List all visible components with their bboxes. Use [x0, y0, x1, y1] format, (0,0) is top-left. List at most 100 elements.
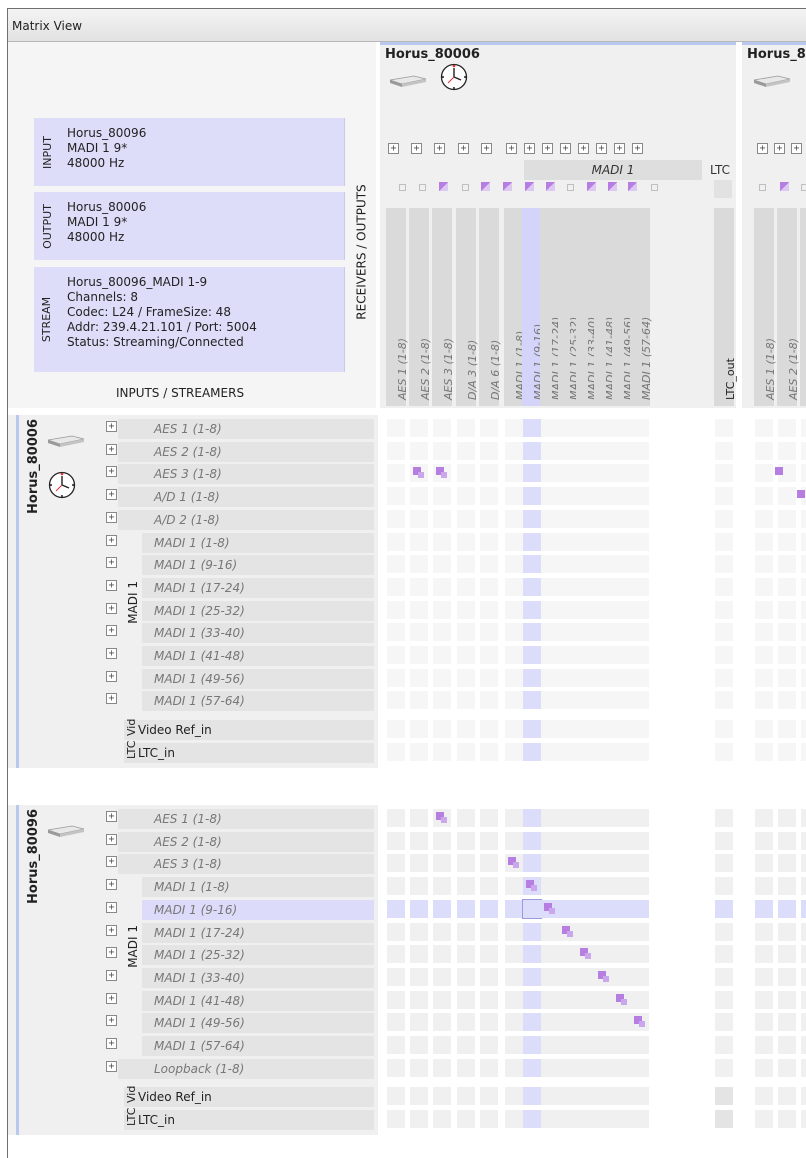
matrix-cell[interactable] [577, 509, 595, 528]
expand-row-button[interactable]: + [106, 879, 117, 891]
matrix-cell[interactable] [595, 441, 613, 460]
matrix-cell[interactable] [577, 854, 595, 873]
matrix-cell[interactable] [480, 967, 498, 986]
column-ltc-out[interactable]: LTC_out [714, 208, 737, 406]
matrix-cell[interactable] [523, 555, 541, 574]
matrix-cell[interactable] [613, 831, 631, 850]
matrix-cell[interactable] [480, 419, 498, 437]
matrix-cell[interactable] [541, 419, 559, 437]
expand-column-button[interactable]: + [774, 143, 785, 154]
matrix-cell[interactable] [387, 1087, 405, 1106]
matrix-cell[interactable] [457, 555, 475, 574]
matrix-cell[interactable] [577, 720, 595, 739]
matrix-cell[interactable] [505, 419, 523, 437]
matrix-cell[interactable] [523, 1036, 541, 1054]
matrix-cell[interactable] [505, 577, 523, 596]
route-connection[interactable] [580, 948, 588, 957]
matrix-cell[interactable] [631, 1036, 649, 1054]
matrix-cell[interactable] [457, 464, 475, 483]
matrix-cell[interactable] [715, 1013, 733, 1032]
matrix-cell[interactable] [801, 720, 806, 739]
matrix-cell[interactable] [595, 1087, 613, 1106]
matrix-cell[interactable] [523, 967, 541, 986]
row-label[interactable]: MADI 1 (25-32) [142, 945, 374, 966]
expand-row-button[interactable]: + [106, 579, 117, 591]
matrix-cell[interactable] [541, 577, 559, 596]
matrix-cell[interactable] [541, 1058, 559, 1077]
matrix-cell[interactable] [505, 877, 523, 896]
expand-column-button[interactable]: + [506, 143, 517, 154]
matrix-cell[interactable] [613, 1013, 631, 1032]
expand-row-button[interactable]: + [106, 811, 117, 822]
matrix-cell[interactable] [613, 720, 631, 739]
matrix-cell[interactable] [480, 1036, 498, 1054]
matrix-cell[interactable] [631, 419, 649, 437]
matrix-cell[interactable] [387, 945, 405, 964]
matrix-cell[interactable] [755, 1110, 773, 1129]
matrix-cell[interactable] [457, 691, 475, 710]
expand-row-button[interactable]: + [106, 947, 117, 959]
matrix-cell[interactable] [631, 922, 649, 941]
row-label[interactable]: MADI 1 (33-40) [142, 967, 374, 988]
matrix-cell[interactable] [559, 945, 577, 964]
matrix-cell[interactable] [457, 1087, 475, 1106]
matrix-cell[interactable] [457, 809, 475, 827]
expand-column-button[interactable]: + [596, 143, 607, 154]
matrix-cell[interactable] [410, 854, 428, 873]
matrix-cell[interactable] [505, 809, 523, 827]
matrix-cell[interactable] [523, 419, 541, 437]
matrix-cell[interactable] [801, 646, 806, 664]
matrix-cell[interactable] [715, 646, 733, 664]
matrix-cell[interactable] [480, 742, 498, 761]
matrix-cell[interactable] [480, 509, 498, 528]
matrix-cell[interactable] [559, 441, 577, 460]
matrix-cell[interactable] [595, 600, 613, 619]
matrix-cell[interactable] [523, 441, 541, 460]
matrix-cell[interactable] [715, 623, 733, 642]
matrix-cell[interactable] [523, 854, 541, 873]
matrix-cell[interactable] [541, 809, 559, 827]
matrix-cell[interactable] [559, 899, 577, 918]
matrix-cell[interactable] [631, 646, 649, 664]
matrix-cell[interactable] [410, 831, 428, 850]
matrix-cell[interactable] [631, 742, 649, 761]
matrix-cell[interactable] [715, 691, 733, 710]
matrix-cell[interactable] [541, 668, 559, 687]
matrix-cell[interactable] [559, 1087, 577, 1106]
matrix-cell[interactable] [778, 1087, 796, 1106]
column-channel[interactable]: AES 2 (1-8) [409, 208, 432, 406]
row-label[interactable]: MADI 1 (25-32) [142, 600, 374, 621]
matrix-cell[interactable] [559, 532, 577, 551]
matrix-cell[interactable] [480, 922, 498, 941]
matrix-cell[interactable] [595, 668, 613, 687]
expand-row-button[interactable]: + [106, 443, 117, 455]
route-connection[interactable] [616, 993, 624, 1002]
matrix-cell[interactable] [541, 600, 559, 619]
matrix-cell[interactable] [631, 691, 649, 710]
matrix-cell[interactable] [433, 854, 451, 873]
matrix-cell[interactable] [541, 646, 559, 664]
matrix-cell[interactable] [755, 1036, 773, 1054]
matrix-cell[interactable] [755, 623, 773, 642]
matrix-cell[interactable] [410, 441, 428, 460]
matrix-cell[interactable] [541, 1110, 559, 1129]
expand-row-button[interactable]: + [106, 833, 117, 845]
matrix-cell[interactable] [480, 668, 498, 687]
matrix-cell[interactable] [433, 1110, 451, 1129]
matrix-cell[interactable] [595, 1013, 613, 1032]
matrix-cell[interactable] [457, 945, 475, 964]
matrix-cell[interactable] [631, 623, 649, 642]
matrix-cell[interactable] [410, 809, 428, 827]
matrix-cell[interactable] [715, 532, 733, 551]
matrix-cell[interactable] [631, 831, 649, 850]
matrix-cell[interactable] [387, 1013, 405, 1032]
matrix-cell[interactable] [778, 600, 796, 619]
matrix-cell[interactable] [433, 922, 451, 941]
matrix-cell[interactable] [541, 945, 559, 964]
route-connection[interactable] [775, 467, 783, 476]
expand-column-button[interactable]: + [388, 143, 399, 154]
matrix-cell[interactable] [631, 1058, 649, 1077]
matrix-cell[interactable] [613, 509, 631, 528]
matrix-cell[interactable] [457, 668, 475, 687]
matrix-cell[interactable] [387, 967, 405, 986]
